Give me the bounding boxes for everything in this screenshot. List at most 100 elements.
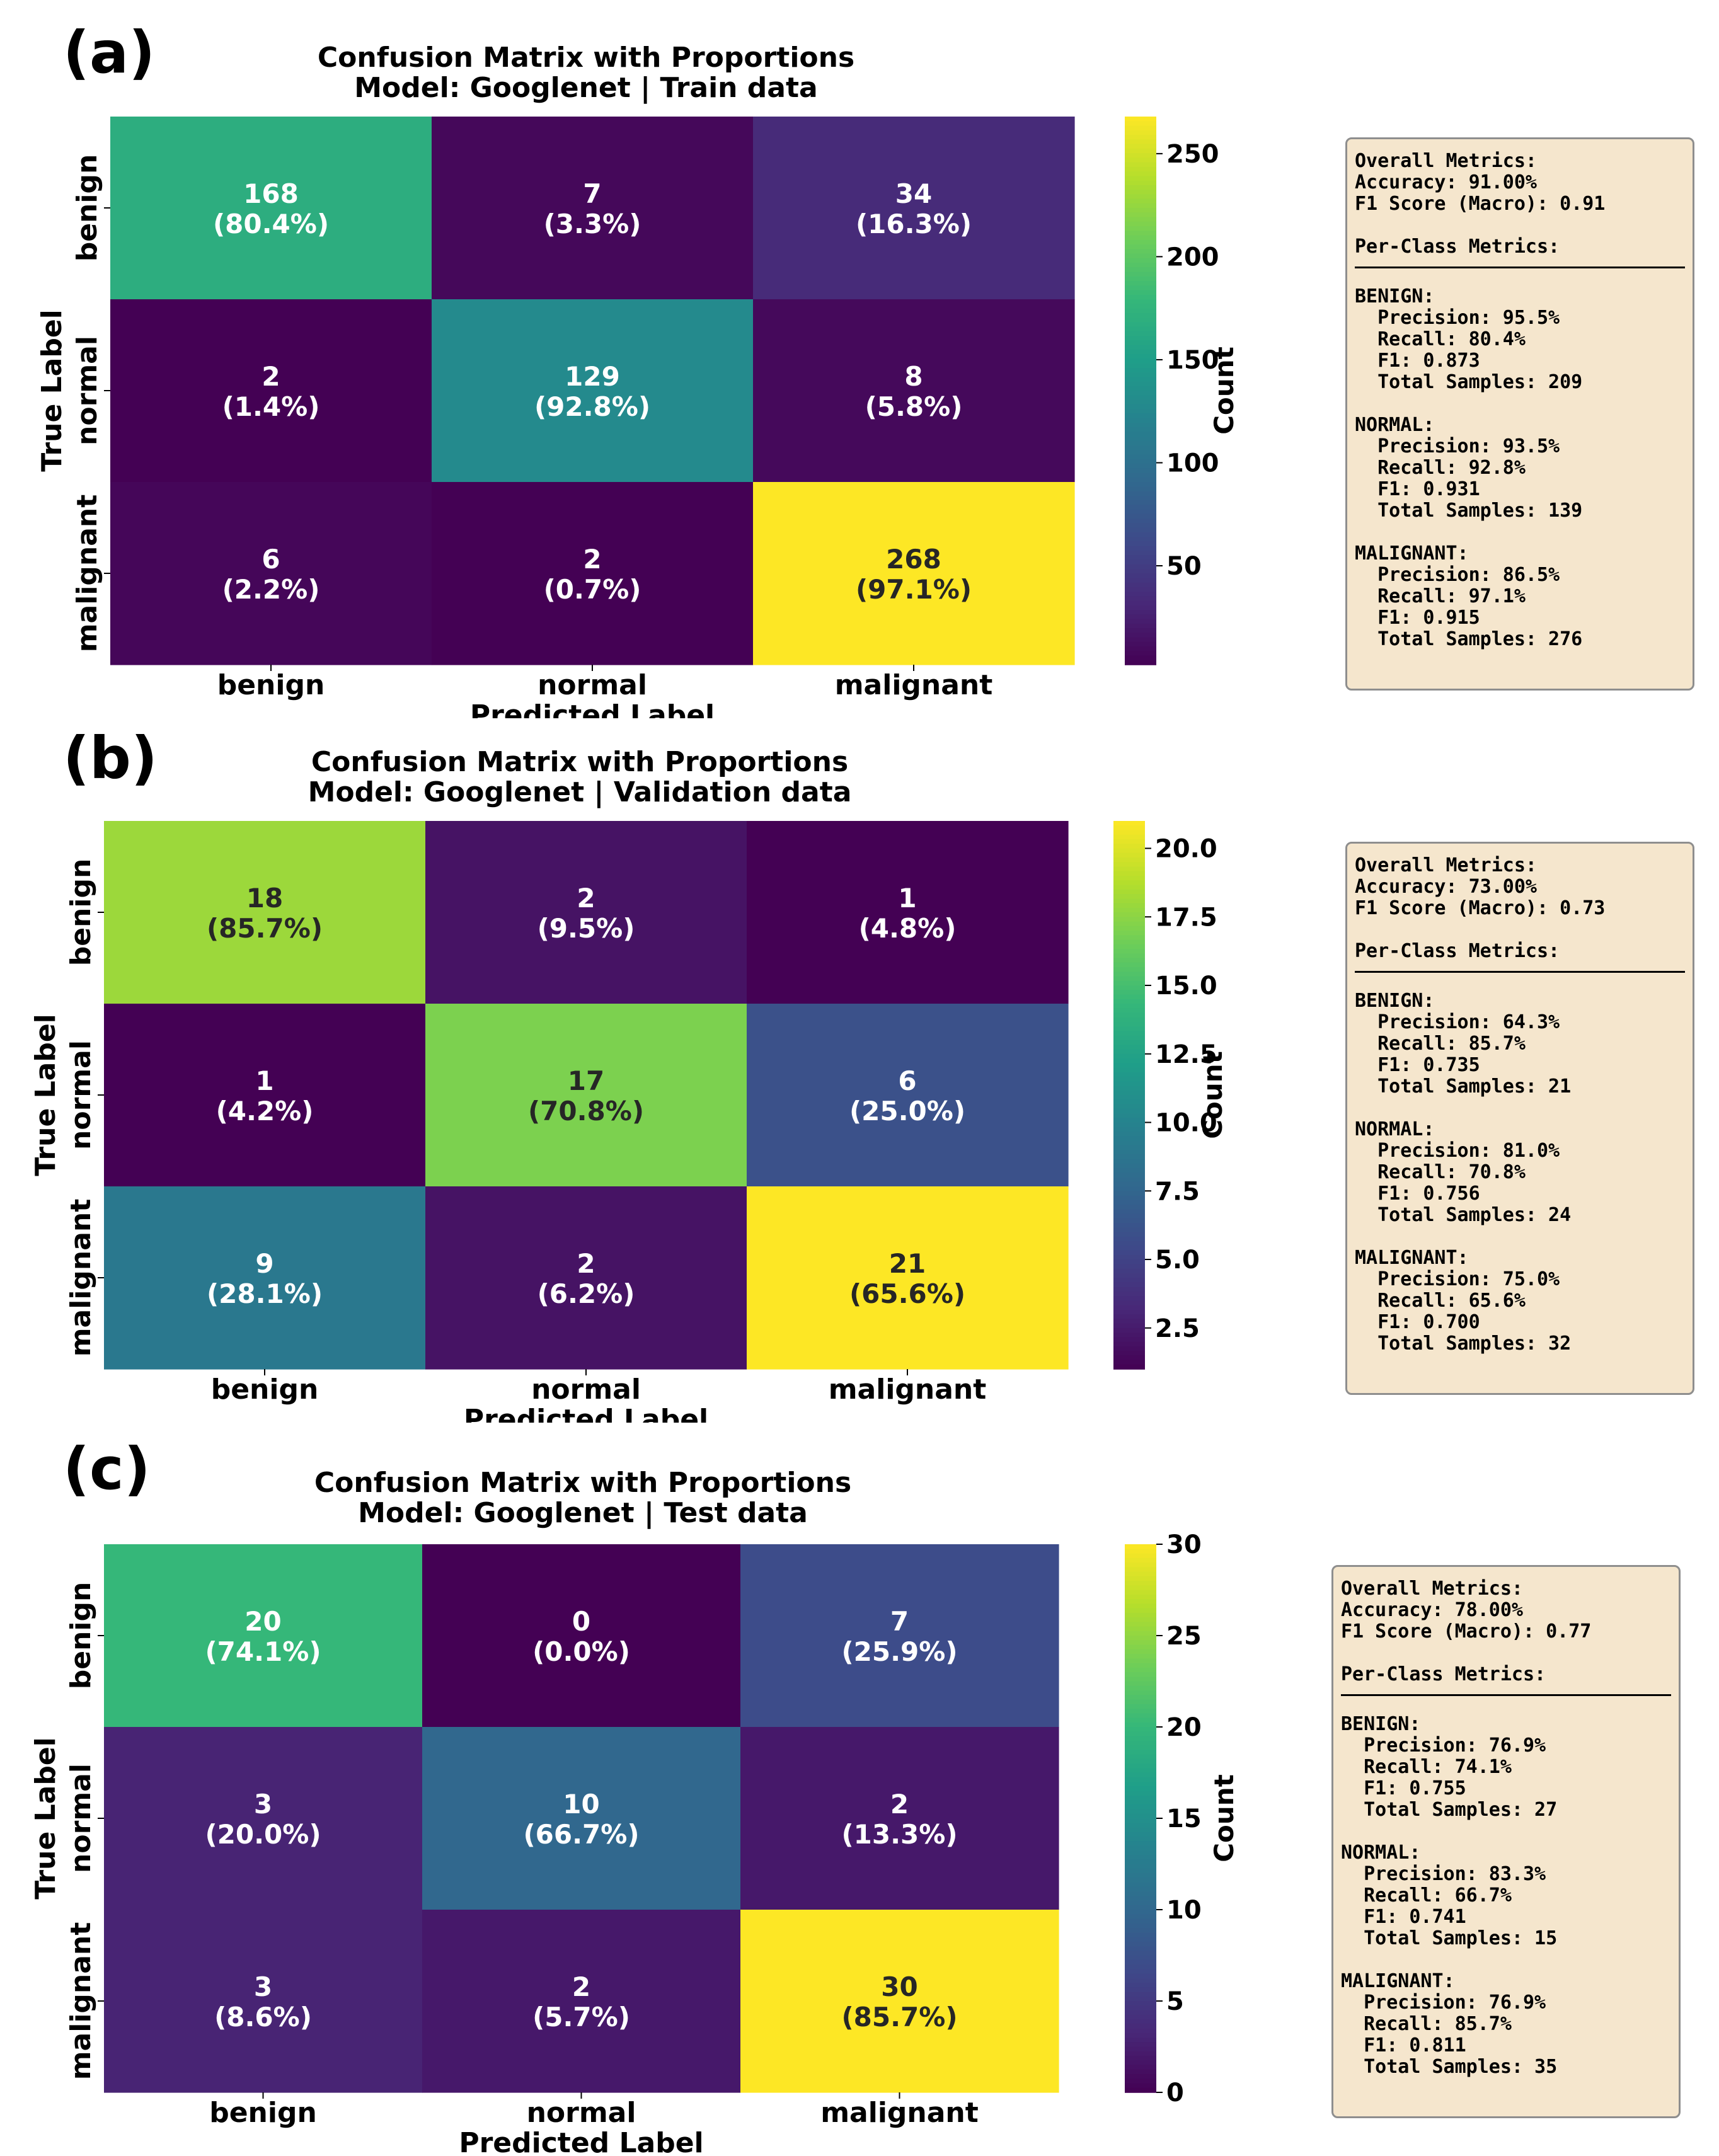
colorbar-tick-label: 50 xyxy=(1166,552,1202,581)
cell-count-label: 1 xyxy=(255,1065,273,1096)
colorbar-band xyxy=(1125,194,1156,200)
y-tick-label: benign xyxy=(65,1582,97,1690)
colorbar-band xyxy=(1125,158,1156,163)
colorbar-band xyxy=(1125,409,1156,415)
heatmap-cell xyxy=(740,1910,1059,2093)
colorbar-band xyxy=(1113,1026,1145,1032)
colorbar-band xyxy=(1113,994,1145,1000)
cell-percent-label: (65.6%) xyxy=(849,1278,965,1309)
colorbar-band xyxy=(1125,614,1156,620)
colorbar-band xyxy=(1113,1186,1145,1192)
colorbar-band xyxy=(1113,862,1145,868)
colorbar-band xyxy=(1113,1173,1145,1178)
colorbar-band xyxy=(1113,894,1145,900)
colorbar-label: Count xyxy=(1209,1774,1239,1862)
metrics-line: BENIGN: xyxy=(1341,1713,1421,1735)
colorbar-band xyxy=(1125,1914,1156,1920)
colorbar-band xyxy=(1125,1544,1156,1550)
colorbar-band xyxy=(1113,921,1145,927)
metrics-line: Per-Class Metrics: xyxy=(1341,1663,1546,1685)
colorbar-band xyxy=(1113,1122,1145,1128)
metrics-line: Recall: 97.1% xyxy=(1355,585,1526,607)
colorbar-band xyxy=(1125,495,1156,501)
cell-percent-label: (20.0%) xyxy=(205,1819,321,1850)
metrics-line: Total Samples: 35 xyxy=(1341,2056,1558,2078)
cell-percent-label: (85.7%) xyxy=(207,913,323,944)
heatmap-cell xyxy=(104,1004,426,1187)
colorbar-band xyxy=(1125,450,1156,456)
heatmap-cell xyxy=(753,117,1075,300)
colorbar-band xyxy=(1113,1241,1145,1247)
metrics-line: Per-Class Metrics: xyxy=(1355,236,1560,258)
colorbar-band xyxy=(1125,290,1156,295)
colorbar-band xyxy=(1113,1305,1145,1310)
metrics-line: Total Samples: 139 xyxy=(1355,500,1583,522)
colorbar-band xyxy=(1125,1709,1156,1714)
cell-count-label: 3 xyxy=(254,1789,272,1820)
colorbar-band xyxy=(1113,1341,1145,1347)
colorbar-band xyxy=(1113,1031,1145,1036)
y-tick-label: normal xyxy=(71,336,103,445)
colorbar-tick-label: 17.5 xyxy=(1155,903,1217,932)
metrics-line: F1: 0.741 xyxy=(1341,1906,1466,1928)
colorbar-tick-label: 30 xyxy=(1166,1530,1202,1559)
colorbar-band xyxy=(1125,1969,1156,1975)
colorbar-band xyxy=(1125,1740,1156,1746)
colorbar-band xyxy=(1113,931,1145,936)
colorbar-band xyxy=(1125,527,1156,533)
colorbar-band xyxy=(1113,1077,1145,1082)
colorbar-band xyxy=(1125,1951,1156,1956)
colorbar-band xyxy=(1113,1323,1145,1329)
colorbar-band xyxy=(1125,212,1156,218)
colorbar-band xyxy=(1113,1136,1145,1142)
colorbar-band xyxy=(1125,592,1156,597)
colorbar-band xyxy=(1125,267,1156,273)
colorbar-band xyxy=(1125,2010,1156,2016)
metrics-spacer xyxy=(1355,215,1685,236)
metrics-line: Recall: 85.7% xyxy=(1341,2013,1512,2035)
colorbar-band xyxy=(1125,1832,1156,1837)
colorbar-band xyxy=(1113,1319,1145,1324)
panel-a: (a) Confusion Matrix with Proportions Mo… xyxy=(0,0,1719,718)
colorbar-band xyxy=(1125,1910,1156,1915)
cell-count-label: 0 xyxy=(572,1606,590,1637)
colorbar-band xyxy=(1125,1850,1156,1855)
colorbar-band xyxy=(1113,857,1145,863)
x-tick-label: malignant xyxy=(835,669,993,701)
cell-count-label: 1 xyxy=(898,883,916,914)
metrics-line: Precision: 75.0% xyxy=(1355,1268,1560,1290)
heatmap-cell xyxy=(747,821,1069,1004)
colorbar-band xyxy=(1125,308,1156,314)
chart-title-line2: Model: Googlenet | Train data xyxy=(354,72,818,104)
colorbar-band xyxy=(1125,2069,1156,2075)
colorbar-band xyxy=(1125,2014,1156,2020)
colorbar-band xyxy=(1125,1663,1156,1668)
colorbar-band xyxy=(1113,1035,1145,1041)
colorbar-band xyxy=(1125,1882,1156,1888)
y-tick-label: benign xyxy=(65,859,97,966)
colorbar-band xyxy=(1113,1254,1145,1260)
metrics-line: F1: 0.755 xyxy=(1341,1777,1466,1799)
colorbar-band xyxy=(1125,1553,1156,1559)
colorbar-band xyxy=(1113,876,1145,881)
colorbar-band xyxy=(1125,1658,1156,1664)
colorbar-band xyxy=(1113,1053,1145,1059)
colorbar-band xyxy=(1125,655,1156,661)
colorbar-band xyxy=(1125,600,1156,606)
colorbar-tick-label: 12.5 xyxy=(1155,1040,1217,1069)
colorbar-band xyxy=(1125,190,1156,195)
colorbar-band xyxy=(1113,1067,1145,1073)
colorbar-band xyxy=(1125,345,1156,350)
colorbar-band xyxy=(1125,596,1156,602)
metrics-line: NORMAL: xyxy=(1355,414,1435,436)
colorbar-band xyxy=(1125,523,1156,529)
chart-title: Confusion Matrix with Proportions Model:… xyxy=(214,43,958,103)
colorbar-band xyxy=(1125,2056,1156,2061)
colorbar-band xyxy=(1125,564,1156,570)
colorbar-band xyxy=(1125,1563,1156,1568)
confusion-matrix-chart: 168(80.4%)7(3.3%)34(16.3%)2(1.4%)129(92.… xyxy=(36,117,1239,718)
colorbar-band xyxy=(1125,440,1156,446)
colorbar-band xyxy=(1113,1291,1145,1297)
heatmap-cell xyxy=(740,1727,1059,1910)
colorbar-band xyxy=(1125,1859,1156,1865)
